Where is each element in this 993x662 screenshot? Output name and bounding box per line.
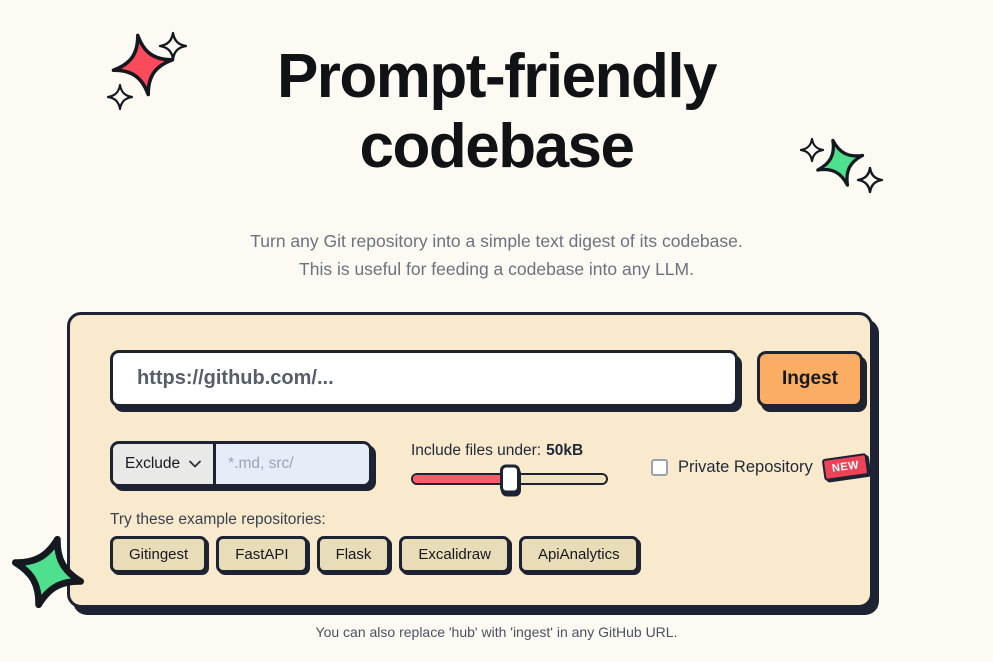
private-repo-group: Private Repository NEW xyxy=(651,452,870,482)
file-size-value: 50kB xyxy=(546,442,584,459)
example-button-flask[interactable]: Flask xyxy=(316,536,391,573)
page-subtitle-line1: Turn any Git repository into a simple te… xyxy=(250,231,743,251)
footer-note: You can also replace 'hub' with 'ingest'… xyxy=(315,624,678,640)
ingest-form-card: Ingest Exclude Include files under:50kB … xyxy=(67,312,873,608)
filter-mode-selected-value: Exclude xyxy=(125,455,181,472)
star-green-icon xyxy=(11,535,85,609)
example-button-fastapi[interactable]: FastAPI xyxy=(216,536,308,573)
example-button-excalidraw[interactable]: Excalidraw xyxy=(399,536,510,573)
page-title-line2: codebase xyxy=(359,112,635,181)
page-title: Prompt-friendly codebase xyxy=(0,42,993,182)
page-subtitle: Turn any Git repository into a simple te… xyxy=(0,228,993,283)
private-repo-checkbox[interactable] xyxy=(651,458,668,476)
private-repo-label: Private Repository xyxy=(678,457,813,476)
sparkle-red-icon xyxy=(106,31,188,111)
examples-row: Gitingest FastAPI Flask Excalidraw ApiAn… xyxy=(110,536,639,573)
example-button-apianalytics[interactable]: ApiAnalytics xyxy=(518,536,639,573)
file-size-label: Include files under: 50kB xyxy=(411,442,608,460)
pattern-input[interactable] xyxy=(216,444,369,484)
chevron-down-icon xyxy=(189,460,202,468)
file-size-label-text: Include files under: xyxy=(411,442,542,459)
filter-mode-select[interactable]: Exclude xyxy=(113,444,217,484)
pattern-filter-group: Exclude xyxy=(110,441,372,487)
page-subtitle-line2: This is useful for feeding a codebase in… xyxy=(299,258,694,279)
page-title-line1: Prompt-friendly xyxy=(276,42,718,111)
slider-thumb[interactable] xyxy=(499,464,520,494)
examples-heading: Try these example repositories: xyxy=(110,511,326,528)
sparkle-green-icon xyxy=(799,137,884,194)
repo-url-input[interactable] xyxy=(110,350,738,407)
file-size-slider[interactable] xyxy=(411,464,608,494)
file-size-slider-group: Include files under: 50kB xyxy=(411,442,608,494)
slider-fill xyxy=(413,475,510,483)
new-badge: NEW xyxy=(821,452,870,482)
example-button-gitingest[interactable]: Gitingest xyxy=(110,536,208,573)
ingest-button[interactable]: Ingest xyxy=(757,351,863,407)
